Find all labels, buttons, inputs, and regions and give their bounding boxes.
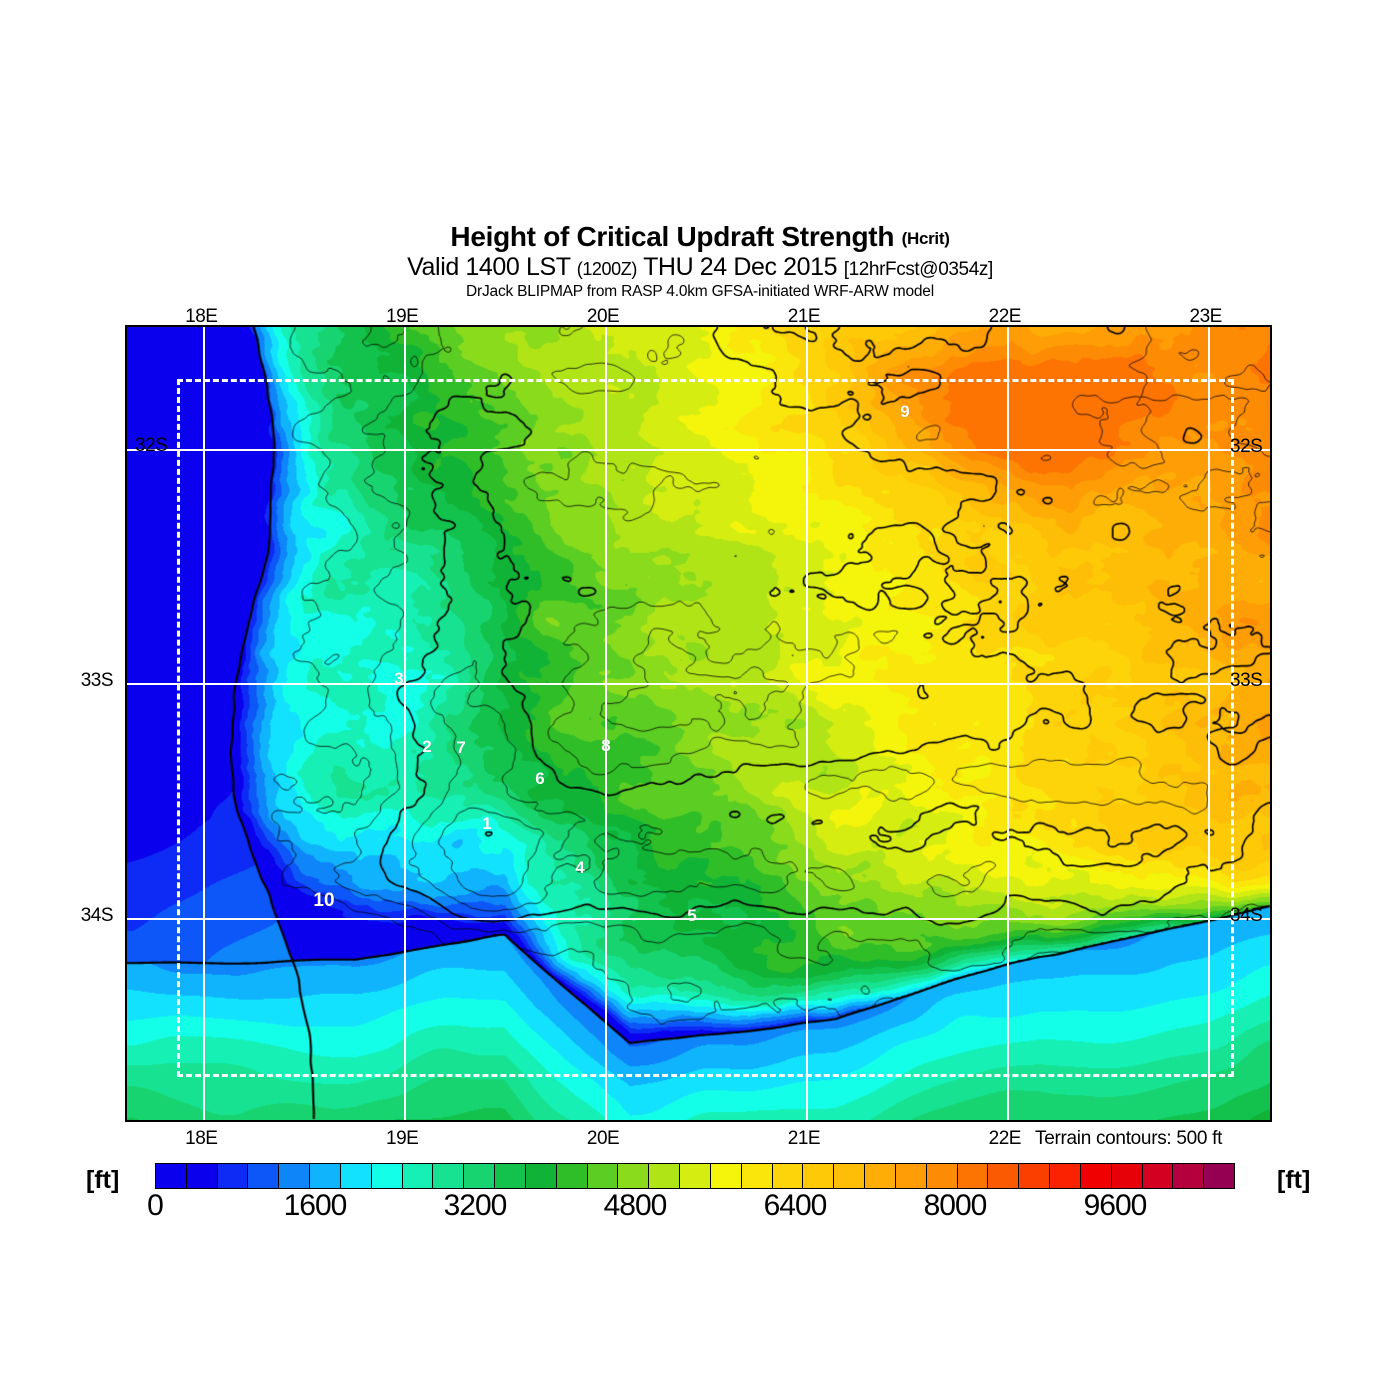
colorbar-segment: [710, 1164, 742, 1188]
axis-label-lat-right: 34S: [1230, 904, 1263, 926]
axis-label-lon-bottom: 20E: [586, 1128, 620, 1149]
colorbar-segment: [371, 1164, 403, 1188]
map-waypoint-label[interactable]: 10: [313, 890, 335, 911]
axis-label-lon-top: 19E: [386, 306, 419, 327]
axis-label-lat-left: 32S: [135, 434, 168, 456]
gridline-latitude: [127, 917, 1270, 920]
gridline-longitude: [805, 327, 808, 1120]
title-main-text: Height of Critical Updraft Strength: [450, 221, 895, 252]
colorbar-segment: [433, 1164, 465, 1188]
gridline-longitude: [605, 327, 608, 1120]
colorbar-segment: [525, 1164, 557, 1188]
colorbar-segment: [680, 1164, 711, 1188]
colorbar-segment: [402, 1164, 434, 1188]
axis-label-lon-bottom: 18E: [185, 1128, 218, 1149]
colorbar-segment: [957, 1164, 989, 1188]
colorbar-segment: [340, 1164, 372, 1188]
colorbar-segment: [1111, 1164, 1143, 1188]
colorbar-segment: [310, 1164, 341, 1188]
colorbar-gradient: [155, 1163, 1235, 1189]
map-waypoint-label[interactable]: 1: [482, 814, 492, 833]
colorbar-segment: [1173, 1164, 1205, 1188]
gridline-latitude: [127, 448, 1270, 451]
gridline-longitude: [1207, 327, 1210, 1120]
colorbar-segment: [248, 1164, 280, 1188]
axis-label-lat-left: 33S: [80, 670, 114, 692]
axis-label-lat-right: 33S: [1230, 670, 1263, 692]
colorbar-tick: 6400: [763, 1189, 828, 1222]
colorbar-segment: [464, 1164, 496, 1188]
colorbar-segment: [926, 1164, 958, 1188]
colorbar[interactable]: 0 1600 3200 4800 6400 8000 9600: [147, 1163, 1235, 1222]
colorbar-segment: [1080, 1164, 1112, 1188]
colorbar-segment: [1019, 1164, 1051, 1188]
colorbar-segment: [156, 1164, 187, 1188]
axis-label-lon-top: 23E: [1189, 306, 1223, 327]
title-block: Height of Critical Updraft Strength (Hcr…: [0, 222, 1400, 301]
colorbar-segment: [587, 1164, 619, 1188]
axis-label-lat-left: 34S: [80, 904, 114, 926]
valid-forecast-age: [12hrFcst@0354z]: [843, 259, 994, 280]
title-main-suffix: (Hcrit): [901, 229, 950, 248]
colorbar-segment: [772, 1164, 804, 1188]
colorbar-segment: [279, 1164, 311, 1188]
axis-label-lon-top: 18E: [185, 306, 218, 327]
axis-label-lon-top: 20E: [586, 306, 620, 327]
map-plot-area[interactable]: 1 2 3 4 5 6 7 8 9 10: [125, 325, 1272, 1122]
axis-label-lon-bottom: 22E: [988, 1128, 1022, 1149]
axis-label-lon-top: 22E: [988, 306, 1022, 327]
colorbar-segment: [865, 1164, 896, 1188]
map-waypoint-label[interactable]: 2: [422, 737, 432, 756]
gridline-latitude: [127, 683, 1270, 686]
axis-label-lat-right: 32S: [1230, 435, 1263, 457]
colorbar-tick: 3200: [443, 1189, 508, 1222]
map-waypoint-label[interactable]: 4: [575, 858, 585, 877]
hcrit-heatmap-canvas: [127, 327, 1270, 1120]
colorbar-unit-right: [ft]: [1277, 1166, 1311, 1194]
page-title: Height of Critical Updraft Strength (Hcr…: [0, 222, 1400, 254]
colorbar-tick: 9600: [1083, 1189, 1148, 1222]
colorbar-segment: [741, 1164, 773, 1188]
axis-label-lon-bottom: 19E: [386, 1128, 419, 1149]
colorbar-tick: 8000: [923, 1189, 988, 1222]
colorbar-segment: [895, 1164, 927, 1188]
colorbar-tick: 4800: [603, 1189, 668, 1222]
gridline-longitude: [1006, 327, 1009, 1120]
colorbar-segment: [217, 1164, 249, 1188]
colorbar-segment: [1142, 1164, 1174, 1188]
map-waypoint-label[interactable]: 8: [601, 736, 611, 755]
colorbar-segment: [834, 1164, 866, 1188]
map-waypoint-label[interactable]: 5: [687, 906, 697, 925]
terrain-contour-note: Terrain contours: 500 ft: [1035, 1128, 1223, 1149]
colorbar-unit-left: [ft]: [86, 1166, 120, 1194]
colorbar-segment: [803, 1164, 835, 1188]
axis-label-lon-top: 21E: [787, 306, 821, 327]
map-waypoint-label[interactable]: 9: [900, 402, 910, 421]
model-source-line: DrJack BLIPMAP from RASP 4.0km GFSA-init…: [466, 283, 934, 300]
map-waypoint-label[interactable]: 3: [394, 669, 404, 688]
colorbar-segment: [1050, 1164, 1081, 1188]
colorbar-segment: [186, 1164, 218, 1188]
colorbar-segment: [495, 1164, 526, 1188]
gridline-longitude: [404, 327, 407, 1120]
colorbar-segment: [556, 1164, 588, 1188]
axis-label-lon-bottom: 21E: [787, 1128, 821, 1149]
colorbar-segment: [988, 1164, 1020, 1188]
valid-time-line: Valid 1400 LST (1200Z) THU 24 Dec 2015 […: [0, 254, 1400, 283]
valid-prefix: Valid 1400 LST: [407, 253, 571, 281]
valid-zulu: (1200Z): [576, 259, 638, 279]
colorbar-tick: 1600: [283, 1189, 348, 1222]
map-waypoint-label[interactable]: 7: [456, 738, 466, 757]
colorbar-segment: [618, 1164, 650, 1188]
valid-date: THU 24 Dec 2015: [643, 253, 838, 281]
colorbar-tick: 0: [147, 1189, 164, 1222]
colorbar-segment: [649, 1164, 681, 1188]
colorbar-segment: [1204, 1164, 1234, 1188]
map-waypoint-label[interactable]: 6: [535, 769, 545, 788]
gridline-longitude: [203, 327, 206, 1120]
